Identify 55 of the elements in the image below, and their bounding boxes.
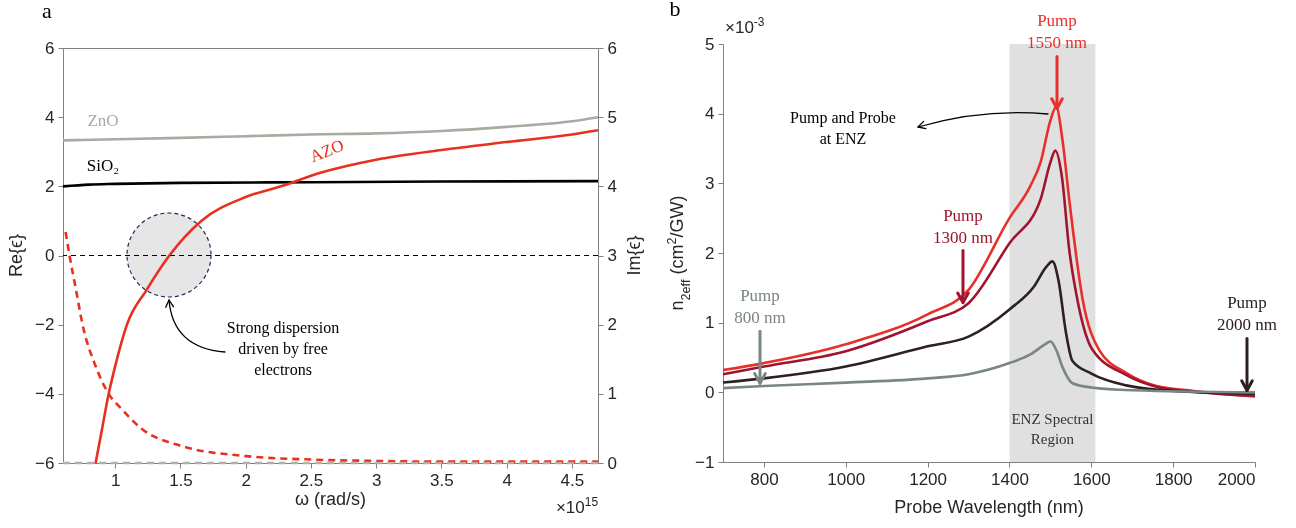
x-tick-label: 1.5 bbox=[169, 470, 193, 490]
x-tick-label: 2 bbox=[241, 470, 251, 490]
x-tick-label: 1800 bbox=[1154, 469, 1193, 489]
x-tick-label: 4.5 bbox=[560, 470, 585, 490]
y-tick-label: 6 bbox=[45, 38, 55, 58]
y2-tick-label: 5 bbox=[607, 107, 617, 127]
y-tick-label: 4 bbox=[45, 107, 55, 127]
x-tick-label: 1 bbox=[110, 470, 121, 490]
x-tick-label: 2000 bbox=[1217, 469, 1256, 489]
y2-tick-label: 1 bbox=[607, 384, 617, 404]
x-tick-label: 3 bbox=[371, 470, 382, 490]
text: AZO bbox=[307, 135, 347, 167]
annotation: Strong dispersion driven by free electrons bbox=[226, 319, 340, 378]
y2-axis-title: Im{ϵ} bbox=[624, 235, 644, 276]
y2-tick-label: 4 bbox=[607, 176, 617, 196]
series-label: SiO₂ bbox=[86, 156, 120, 175]
x-tick-label: 3.5 bbox=[430, 470, 454, 490]
text: ×10$^{15}$ bbox=[555, 495, 599, 517]
y2-tick-label: 0 bbox=[607, 453, 617, 473]
y-tick-label: 2 bbox=[45, 176, 55, 196]
y-tick-label: −1 bbox=[695, 452, 715, 472]
text: Pump 800 nm bbox=[734, 286, 786, 328]
series-label: Pump 1300 nm bbox=[933, 205, 993, 247]
y-tick-label: 3 bbox=[705, 173, 715, 193]
y-tick-label: 2 bbox=[705, 243, 715, 263]
text: Pump 2000 nm bbox=[1217, 293, 1277, 335]
x-tick-label: 1200 bbox=[909, 469, 948, 489]
x-tick-label: 4 bbox=[502, 470, 512, 490]
x-tick-label: 2.5 bbox=[299, 470, 324, 490]
y-tick-label: 1 bbox=[705, 313, 715, 333]
series-label: ZnO bbox=[87, 111, 119, 130]
y-axis-title: Re{ϵ} bbox=[6, 234, 26, 277]
y-tick-label: −6 bbox=[35, 453, 55, 473]
band-label: ENZ Spectral Region bbox=[1011, 411, 1094, 447]
x-tick-label: 1600 bbox=[1072, 469, 1111, 489]
y-tick-label: 0 bbox=[705, 382, 715, 402]
y2-tick-label: 2 bbox=[607, 315, 617, 335]
x-tick-label: 800 bbox=[750, 469, 779, 489]
text: ×10$^{-3}$ bbox=[725, 15, 765, 37]
line-series bbox=[61, 115, 600, 142]
text: Pump 1550 nm bbox=[1027, 11, 1087, 53]
x-tick-label: 1400 bbox=[991, 469, 1029, 489]
y-tick-label: 0 bbox=[45, 246, 55, 265]
chart-title: a bbox=[42, 0, 53, 23]
y2-tick-label: 3 bbox=[607, 246, 617, 265]
y-tick-label: 4 bbox=[705, 104, 715, 124]
x-tick-label: 1000 bbox=[827, 469, 866, 489]
y-tick-label: −4 bbox=[35, 384, 55, 404]
x-axis-title: Probe Wavelength (nm) bbox=[894, 497, 1084, 517]
y-tick-label: 5 bbox=[705, 34, 715, 54]
annotation: Pump and Probe at ENZ bbox=[790, 109, 896, 147]
y2-tick-label: 6 bbox=[607, 38, 617, 58]
chart-title: b bbox=[669, 0, 681, 21]
y-tick-label: −2 bbox=[35, 315, 55, 335]
x-axis-title: ω (rad/s) bbox=[294, 489, 367, 509]
